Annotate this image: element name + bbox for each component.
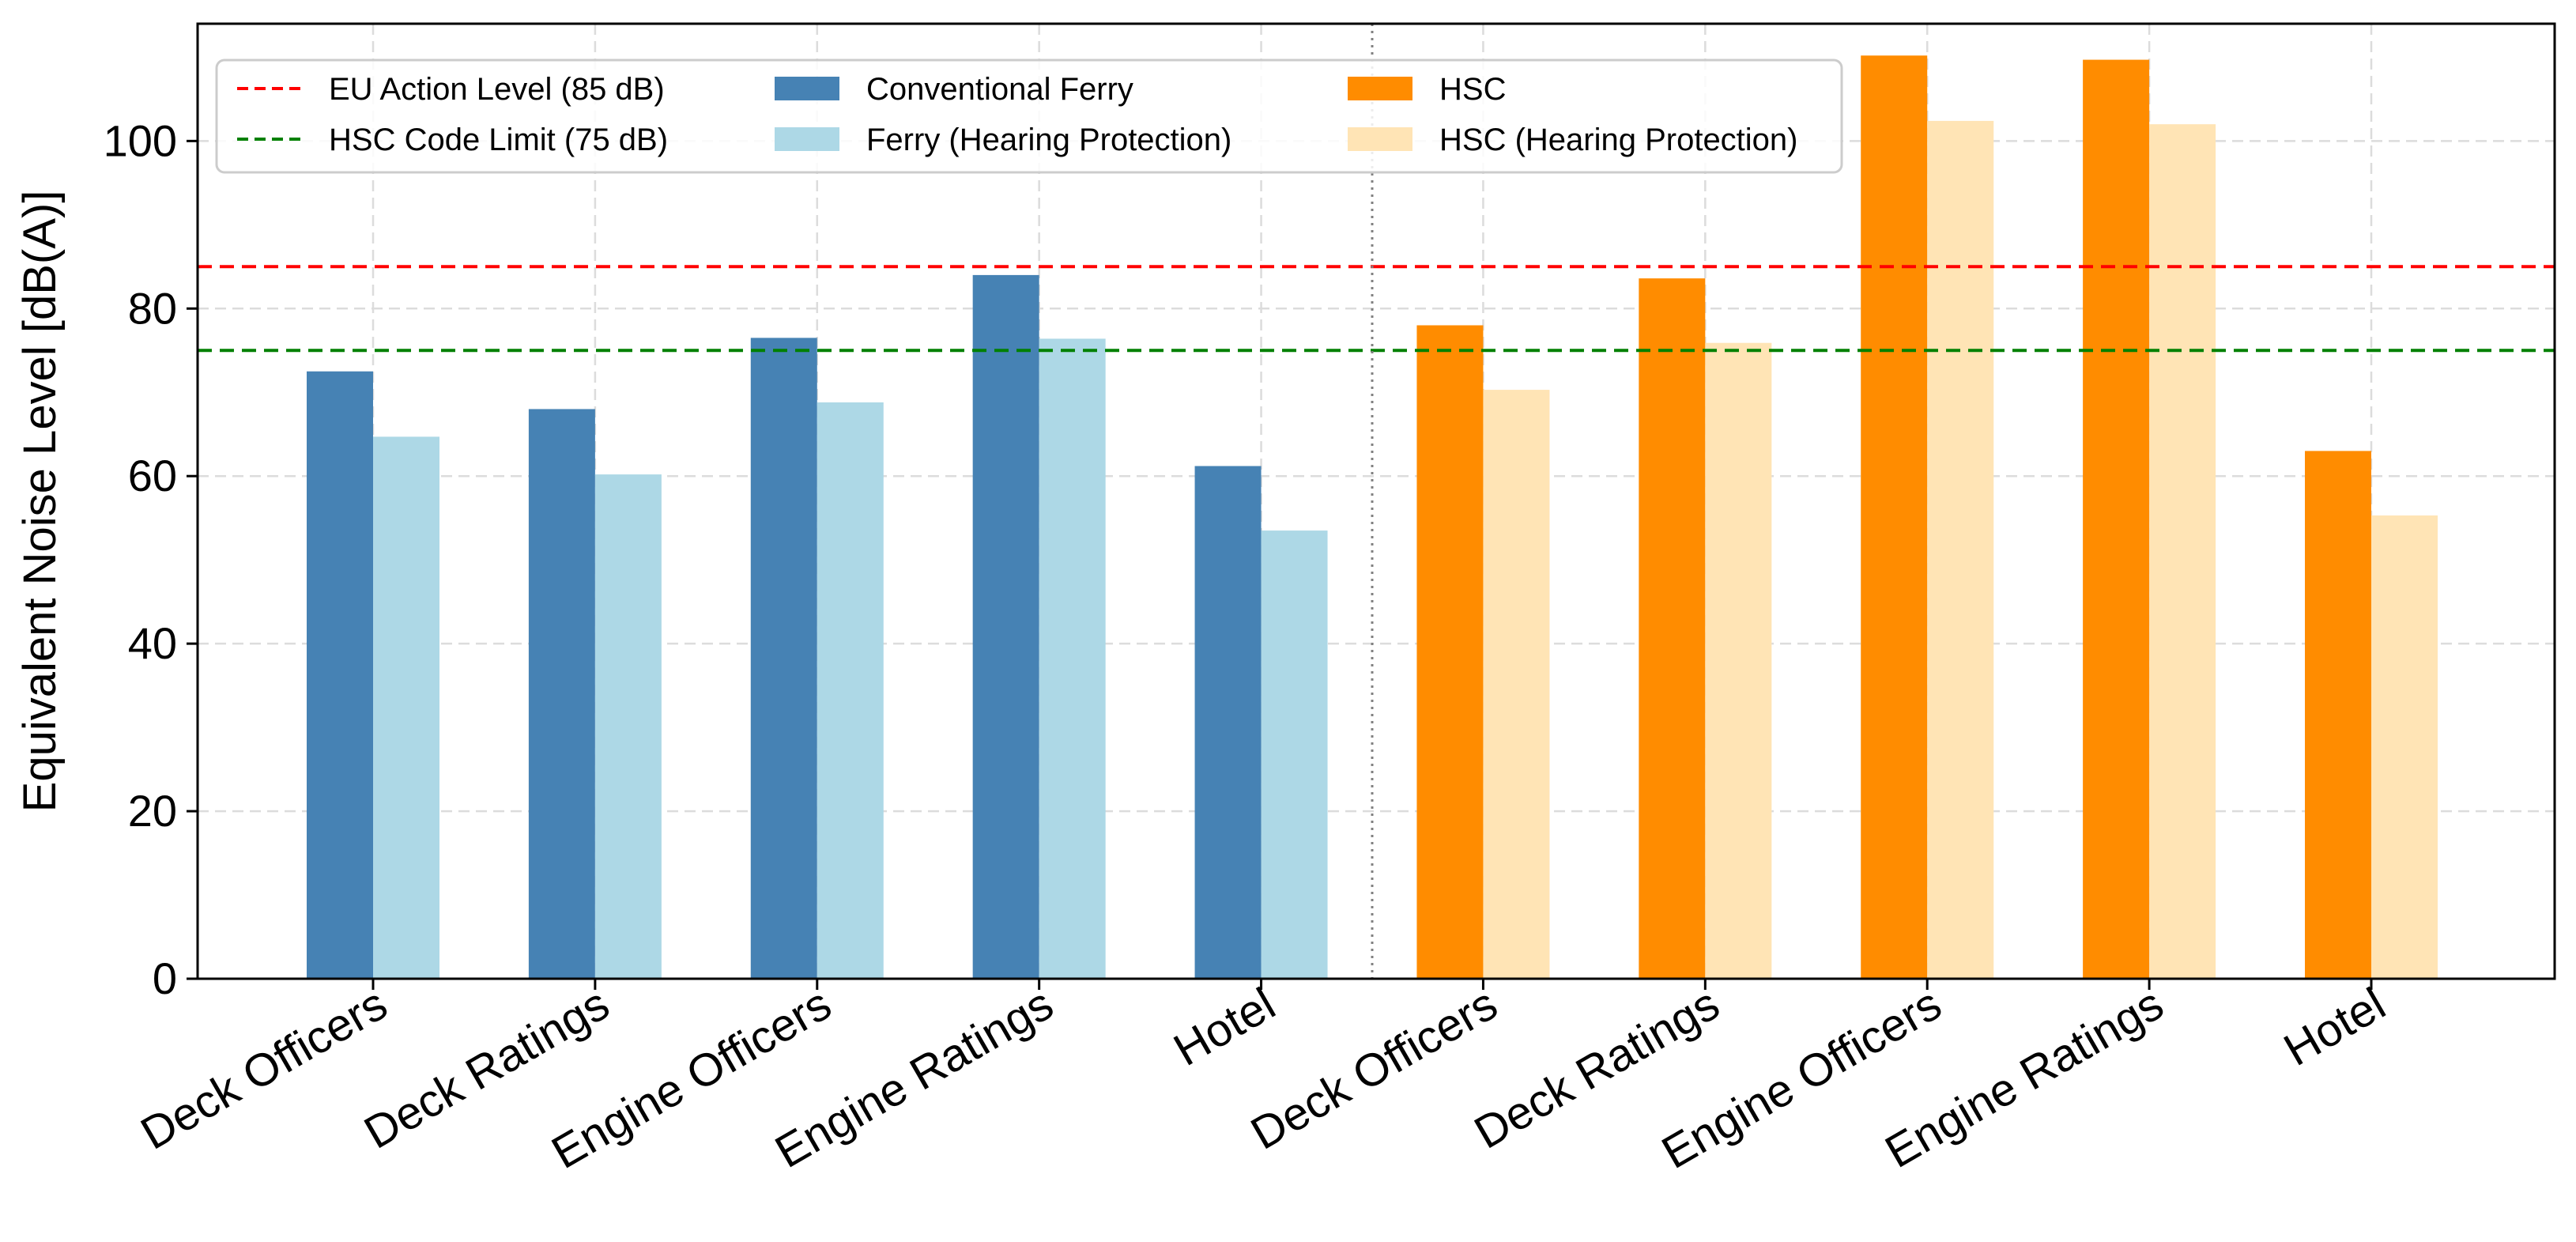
legend-label: HSC (1439, 72, 1506, 107)
bar-conventional-ferry (528, 409, 595, 979)
x-tick-label: Deck Officers (132, 978, 395, 1160)
legend-label: Ferry (Hearing Protection) (866, 123, 1231, 157)
legend-swatch-bar (1348, 127, 1412, 151)
bar-hsc-hearing-protection (1927, 120, 1994, 979)
bar-hsc (1639, 278, 1706, 980)
reference-lines (198, 265, 2555, 353)
legend-swatch-bar (775, 77, 839, 100)
bar-hsc (1416, 325, 1484, 979)
legend-label: EU Action Level (85 dB) (329, 72, 665, 107)
bar-conventional-ferry (972, 274, 1039, 979)
bar-conventional-ferry (307, 371, 373, 979)
bar-ferry-hearing-protection (594, 474, 662, 979)
x-tick-label: Hotel (2276, 978, 2394, 1076)
legend-label: HSC Code Limit (75 dB) (329, 123, 668, 157)
bar-hsc-hearing-protection (1705, 342, 1772, 979)
bar-ferry-hearing-protection (373, 436, 439, 979)
bar-hsc (2305, 451, 2371, 979)
y-tick-label: 20 (128, 786, 177, 836)
legend-label: HSC (Hearing Protection) (1439, 123, 1798, 157)
bar-conventional-ferry (750, 338, 817, 979)
bar-ferry-hearing-protection (1261, 530, 1328, 979)
bar-conventional-ferry (1194, 466, 1262, 979)
legend-box (215, 59, 1843, 174)
y-axis-ticks: 0 20 40 60 80 100 (104, 115, 198, 1003)
legend-swatch-bar (1348, 77, 1412, 100)
bar-hsc (2083, 59, 2150, 979)
bar-hsc-hearing-protection (2371, 515, 2438, 979)
bar-hsc (1861, 55, 1928, 979)
y-tick-label: 100 (104, 115, 177, 165)
y-tick-label: 80 (128, 283, 177, 333)
bar-ferry-hearing-protection (817, 402, 884, 979)
x-tick-label: Hotel (1165, 978, 1284, 1076)
bar-ferry-hearing-protection (1039, 338, 1106, 979)
legend-label: Conventional Ferry (866, 72, 1133, 107)
legend-swatch-bar (775, 127, 839, 151)
bar-hsc-hearing-protection (1483, 390, 1550, 980)
bars (307, 55, 2438, 980)
y-tick-label: 60 (128, 451, 177, 500)
y-axis-label: Equivalent Noise Level [dB(A)] (14, 191, 66, 813)
y-tick-label: 0 (153, 953, 177, 1003)
legend: EU Action Level (85 dB) HSC Code Limit (7… (215, 59, 1843, 174)
plot-area-frame (196, 22, 2556, 980)
bar-hsc-hearing-protection (2149, 124, 2216, 979)
x-tick-label: Deck Officers (1243, 978, 1506, 1160)
y-tick-label: 40 (128, 618, 177, 668)
